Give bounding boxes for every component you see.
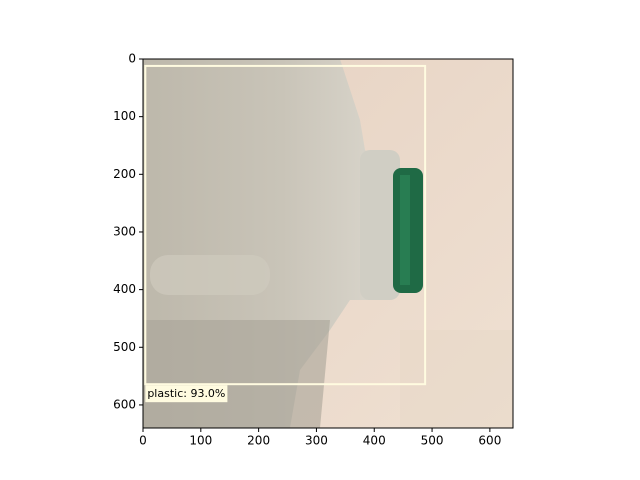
box-label: plastic: 93.0% [147,387,225,400]
x-tick-label: 0 [139,434,147,448]
x-tick-label: 200 [247,434,270,448]
label-background [145,385,228,403]
x-tick-label: 100 [189,434,212,448]
x-tick-label: 500 [421,434,444,448]
photo [143,59,513,428]
bounding-box [144,64,427,386]
y-tick-label: 300 [113,224,136,238]
y-tick-label: 200 [113,167,136,181]
y-tick-label: 100 [113,109,136,123]
y-tick-label: 400 [113,282,136,296]
x-tick-label: 600 [478,434,501,448]
y-tick-label: 0 [128,52,136,66]
x-tick-label: 300 [305,434,328,448]
x-tick-label: 400 [363,434,386,448]
y-tick-label: 500 [113,340,136,354]
axes-frame [142,58,514,429]
y-tick-label: 600 [113,397,136,411]
